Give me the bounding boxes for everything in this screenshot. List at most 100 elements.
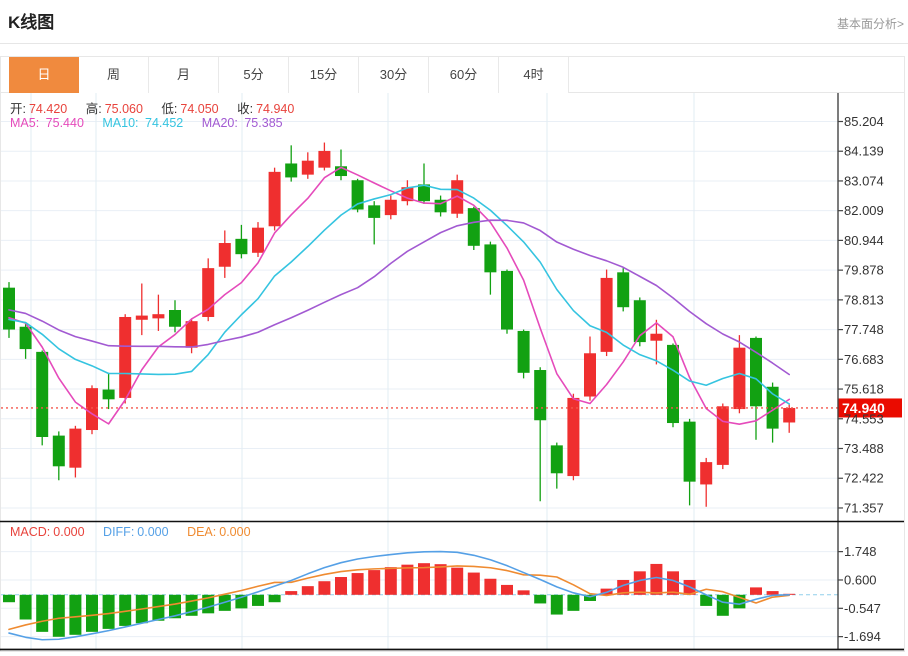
diff-line — [8, 550, 791, 641]
ma5-value: 75.440 — [45, 116, 84, 130]
macd-histogram-bar — [700, 594, 713, 606]
candle-body — [335, 166, 347, 177]
macd-histogram-bar — [301, 586, 314, 595]
macd-histogram-bar — [434, 564, 447, 595]
dea-value: 0.000 — [219, 525, 251, 539]
candle-body — [218, 243, 231, 267]
candle-body — [600, 277, 613, 352]
tab-5min[interactable]: 5分 — [219, 57, 289, 93]
candle-body — [484, 244, 497, 273]
close-label: 收: — [237, 102, 254, 116]
y-axis-label: 74.553 — [844, 411, 884, 426]
macd-histogram-bar — [567, 594, 580, 611]
candle-body — [318, 150, 331, 168]
fundamental-analysis-link[interactable]: 基本面分析> — [836, 17, 904, 31]
macd-histogram-bar — [351, 573, 364, 595]
macd-histogram-bar — [617, 579, 630, 595]
macd-axis-label: -0.547 — [844, 601, 881, 616]
tab-day[interactable]: 日 — [9, 57, 79, 93]
macd-axis-label: -1.694 — [844, 629, 881, 644]
candle-body — [617, 272, 630, 308]
macd-histogram-bar — [69, 594, 82, 635]
candle-body — [135, 315, 148, 320]
candle-body — [235, 238, 248, 255]
tab-week[interactable]: 周 — [79, 57, 149, 93]
macd-histogram-bar — [268, 594, 281, 603]
ohlc-info-row: 开: 74.420 高: 75.060 低: 74.050 收: 74.940 — [10, 98, 309, 117]
tab-month[interactable]: 月 — [149, 57, 219, 93]
page-title: K线图 — [8, 13, 55, 32]
macd-histogram-bar — [467, 572, 480, 595]
macd-histogram-bar — [750, 587, 762, 595]
candle-body — [534, 370, 547, 421]
macd-histogram-bar — [36, 594, 49, 632]
y-axis-label: 82.009 — [844, 203, 884, 218]
macd-histogram-bar — [152, 594, 165, 621]
candle-body — [268, 171, 281, 227]
candle-body — [550, 445, 563, 474]
tab-15min[interactable]: 15分 — [289, 57, 359, 93]
macd-histogram-bar — [52, 594, 65, 637]
candle-body — [119, 316, 132, 398]
macd-histogram-bar — [517, 590, 530, 595]
macd-histogram-bar — [484, 578, 497, 595]
macd-histogram-bar — [401, 564, 414, 595]
candle-body — [252, 227, 264, 253]
current-price-badge-text: 74.940 — [842, 400, 885, 416]
candle-body — [169, 310, 181, 327]
macd-histogram-bar — [169, 594, 181, 619]
candle-body — [418, 184, 430, 202]
candle-body — [202, 268, 215, 317]
candle-body — [467, 208, 480, 246]
tab-4hour[interactable]: 4时 — [499, 57, 569, 93]
macd-histogram-bar — [451, 567, 464, 595]
dea-label: DEA: — [187, 525, 217, 539]
tab-60min[interactable]: 60分 — [429, 57, 499, 93]
macd-histogram-bar — [766, 591, 779, 595]
y-axis-label: 79.878 — [844, 263, 884, 278]
candle-body — [633, 300, 646, 343]
candle-body — [19, 326, 32, 350]
dea-line — [8, 565, 791, 631]
period-tabbar: 日 周 月 5分 15分 30分 60分 4时 — [1, 57, 904, 93]
y-axis-label: 71.357 — [844, 500, 884, 515]
macd-histogram-bar — [86, 594, 98, 632]
candle-body — [584, 353, 596, 397]
candle-body — [86, 388, 98, 431]
y-axis-label: 78.813 — [844, 292, 884, 307]
candle-body — [36, 351, 49, 437]
title-divider — [0, 43, 908, 44]
tab-30min[interactable]: 30分 — [359, 57, 429, 93]
macd-histogram-bar — [252, 594, 264, 606]
high-value: 75.060 — [104, 102, 143, 116]
candle-body — [733, 347, 746, 410]
candle-body — [683, 421, 696, 482]
macd-histogram-bar — [3, 594, 15, 603]
macd-value: 0.000 — [53, 525, 85, 539]
candle-body — [102, 389, 115, 400]
macd-histogram-bar — [384, 567, 397, 595]
y-axis-label: 84.139 — [844, 144, 884, 159]
candle-body — [351, 180, 364, 210]
ma20-value: 75.385 — [244, 116, 283, 130]
candle-body — [3, 287, 15, 330]
macd-histogram-bar — [318, 581, 331, 595]
candle-body — [700, 462, 713, 485]
macd-histogram-bar — [119, 594, 132, 626]
candle-body — [517, 330, 530, 373]
macd-histogram-bar — [650, 563, 663, 595]
y-axis-label: 83.074 — [844, 173, 884, 188]
macd-histogram-bar — [584, 594, 596, 601]
diff-value: 0.000 — [137, 525, 169, 539]
candle-body — [285, 163, 298, 178]
ma10-value: 74.452 — [145, 116, 184, 130]
candle-body — [716, 406, 729, 465]
macd-histogram-bar — [19, 594, 32, 620]
y-axis-label: 77.748 — [844, 322, 884, 337]
macd-info-row: MACD: 0.000 DIFF: 0.000 DEA: 0.000 — [10, 525, 266, 539]
candle-body — [52, 435, 65, 467]
macd-axis-label: 0.600 — [844, 572, 877, 587]
macd-histogram-bar — [716, 594, 729, 616]
low-label: 低: — [161, 102, 178, 116]
